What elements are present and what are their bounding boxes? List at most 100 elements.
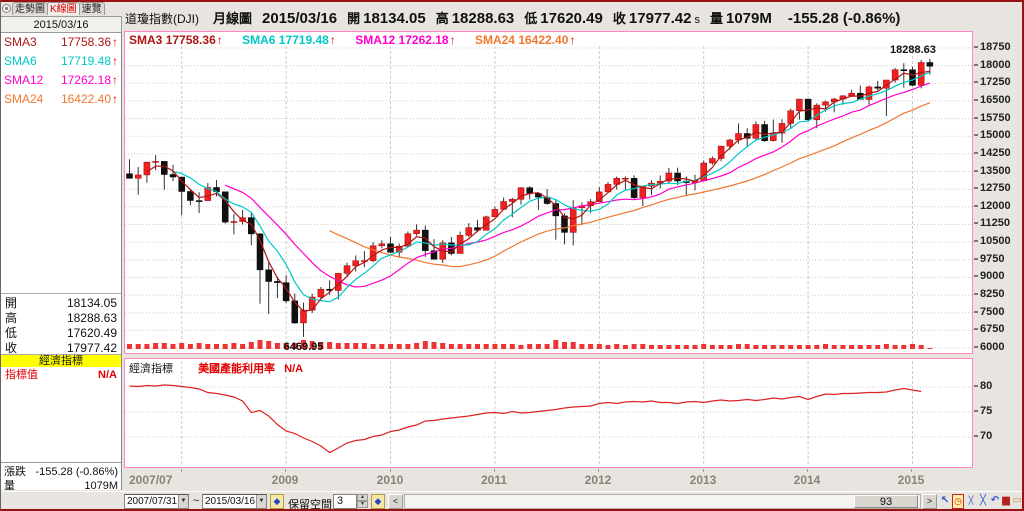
change-value: -155.28 (-0.86%) [787, 10, 901, 27]
y-axis-label: 18750 [974, 41, 1011, 53]
tab-bar: 走勢圖 K線圖 速覽 [1, 2, 122, 16]
y-axis-label: 13500 [974, 165, 1011, 177]
y-axis-label: 9750 [974, 253, 1004, 265]
indicator-canvas [125, 361, 972, 465]
scroll-right-button[interactable]: > [922, 494, 937, 509]
settle-flag: s [694, 14, 700, 26]
up-arrow-icon: ↑ [569, 33, 576, 47]
open-value: 18134.05 [363, 10, 426, 27]
hand-pointer-icon[interactable]: ◆ [270, 494, 284, 509]
sma3-row: SMA3 17758.36↑ [4, 35, 118, 49]
y-axis-label: 80 [974, 380, 992, 392]
y-axis-label: 16500 [974, 94, 1011, 106]
low-row: 低 17620.49 [5, 326, 117, 340]
x-axis-tick [181, 469, 182, 472]
sma24-row: SMA24 16422.40↑ [4, 92, 118, 106]
date-to-select[interactable]: 2015/03/16 ▼ [202, 494, 267, 509]
x-axis-label: 2014 [793, 473, 821, 487]
volume-row: 量 1079M [4, 480, 118, 492]
tab-quick-view[interactable]: 速覽 [78, 2, 105, 15]
x-axis-tick [598, 469, 599, 472]
date-from-select[interactable]: 2007/07/31 ▼ [124, 494, 189, 509]
economic-indicator-header[interactable]: 經濟指標 [1, 354, 121, 367]
x-axis: 2007/07 2009 2010 2011 2012 2013 2014 2015 [1, 469, 1022, 491]
sma3-line [146, 70, 930, 312]
scrollbar-thumb[interactable]: 93 [854, 495, 918, 508]
x-axis-tick [390, 469, 391, 472]
instrument-name: 道瓊指數(DJI) [125, 12, 199, 26]
x-axis-label: 2009 [271, 473, 299, 487]
candles [126, 58, 934, 337]
y-axis-label: 15750 [974, 112, 1011, 124]
y-axis-label: 75 [974, 405, 992, 417]
chevron-down-icon[interactable]: ▼ [256, 495, 266, 508]
up-arrow-icon: ↑ [112, 73, 118, 87]
stretch-icon[interactable]: ╳ [977, 494, 989, 509]
open-row: 開 18134.05 [5, 296, 117, 310]
x-axis-tick [911, 469, 912, 472]
x-axis-label: 2013 [689, 473, 717, 487]
y-axis-label: 70 [974, 430, 992, 442]
close-value: 17977.42 [628, 10, 692, 27]
indicator-legend: 經濟指標 美國產能利用率 N/A [129, 363, 304, 375]
price-annotation: 6469.95 [284, 341, 324, 353]
indicator-name: 美國產能利用率 [198, 363, 276, 375]
hand-pointer-icon[interactable]: ◆ [371, 494, 385, 509]
chevron-down-icon[interactable]: ▼ [178, 495, 188, 508]
change-row: 漲跌 -155.28 (-0.86%) [4, 466, 118, 478]
period-label: 月線圖 [213, 11, 253, 26]
y-axis-label: 12750 [974, 182, 1011, 194]
indicator-value-row: 指標值 N/A [5, 369, 117, 381]
y-axis-label: 14250 [974, 147, 1011, 159]
reserve-space-label: 保留空間 [288, 499, 332, 511]
high-row: 高 18288.63 [5, 311, 117, 325]
x-axis-tick [285, 469, 286, 472]
main-price-chart[interactable]: SMA3 17758.36↑ SMA6 17719.48↑ SMA12 1726… [124, 31, 973, 354]
bottom-toolbar: 2007/07/31 ▼ ~ 2015/03/16 ▼ ◆ 保留空間 3 ▲ ▼ ◆ … [1, 491, 1022, 511]
range-separator: ~ [193, 495, 200, 507]
ohlc-panel: 開 18134.05 高 18288.63 低 17620.49 收 17977.42 [1, 293, 121, 356]
cursor-icon[interactable]: ↖ [939, 494, 951, 509]
candlestick-canvas: 18288.63 6469.95 [125, 44, 972, 353]
change-panel: 漲跌 -155.28 (-0.86%) 量 1079M [1, 462, 121, 493]
shrink-icon[interactable]: ╳ [965, 494, 977, 509]
close-row: 收 17977.42 [5, 341, 117, 355]
economic-indicator-chart[interactable]: 經濟指標 美國產能利用率 N/A [124, 358, 973, 468]
high-value: 18288.63 [451, 10, 515, 27]
tab-kline-chart[interactable]: K線圖 [47, 2, 80, 15]
y-axis-label: 10500 [974, 235, 1011, 247]
spinner-up-icon[interactable]: ▲ [357, 494, 368, 501]
tab-trend-chart[interactable]: 走勢圖 [12, 2, 48, 15]
capacity-utilization-line [129, 384, 922, 454]
undo-icon[interactable]: ↶ [989, 494, 1001, 509]
up-arrow-icon: ↑ [112, 35, 118, 49]
quote-date: 2015/03/16 [262, 10, 338, 27]
chart-scrollbar[interactable]: 93 [404, 494, 921, 509]
clock-icon[interactable]: ◷ [952, 494, 964, 509]
y-axis-label: 18000 [974, 59, 1011, 71]
sma24-line [329, 102, 931, 268]
folder-icon[interactable]: ▭ [1011, 494, 1022, 509]
y-axis-label: 7500 [974, 306, 1004, 318]
indicator-value: N/A [284, 363, 304, 375]
y-axis-label: 15000 [974, 129, 1011, 141]
sma12-row: SMA12 17262.18↑ [4, 73, 118, 87]
price-annotation: 18288.63 [890, 44, 936, 56]
x-axis-label: 2011 [480, 473, 508, 487]
bar-chart-icon[interactable]: ▆ [1000, 494, 1012, 509]
spinner-down-icon[interactable]: ▼ [357, 501, 368, 508]
x-axis-label: 2012 [584, 473, 612, 487]
x-axis-tick [494, 469, 495, 472]
sma6-row: SMA6 17719.48↑ [4, 54, 118, 68]
reserve-space-value[interactable]: 3 [333, 494, 357, 509]
y-axis-label: 11250 [974, 217, 1010, 229]
sma12-line [224, 82, 931, 288]
window-menu-icon[interactable] [2, 4, 11, 13]
x-axis-tick [703, 469, 704, 472]
scroll-left-button[interactable]: < [388, 494, 403, 509]
up-arrow-icon: ↑ [216, 33, 223, 47]
sma6-line [172, 71, 931, 303]
current-date: 2015/03/16 [1, 16, 122, 33]
reserve-space-stepper[interactable]: ▲ ▼ [357, 494, 368, 509]
